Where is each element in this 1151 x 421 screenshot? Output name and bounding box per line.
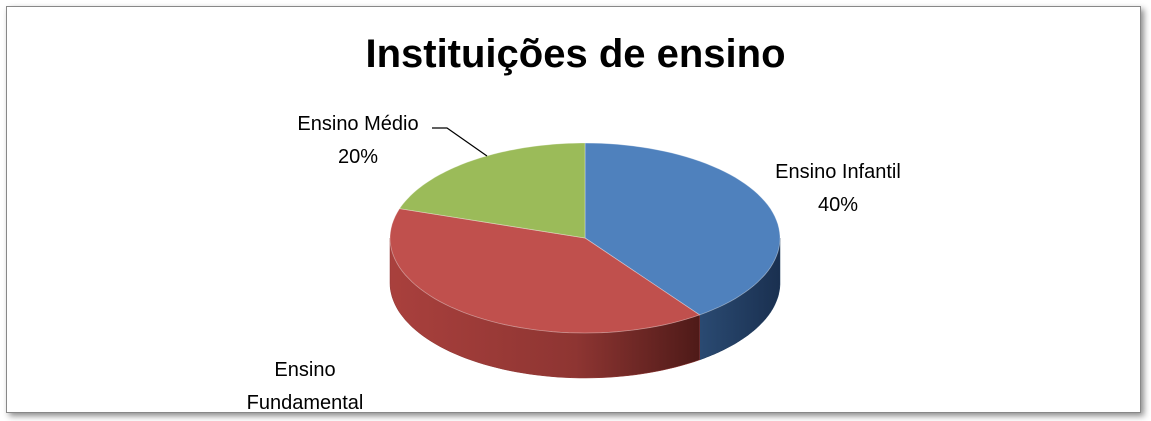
slice (398, 142, 586, 239)
category-label: Ensino Fundamental (246, 359, 364, 414)
category-label: Ensino Médio (297, 113, 419, 135)
slice-label: Ensino Infantil 40% (738, 156, 938, 222)
slice-label: Ensino Médio 20% (258, 108, 458, 174)
value-label: 40% (817, 194, 859, 216)
category-label: Ensino Infantil (775, 161, 901, 183)
value-label: 20% (337, 146, 379, 168)
slice (584, 142, 781, 316)
leader-line (432, 127, 488, 157)
slice-label: Ensino Fundamental (240, 354, 370, 420)
pie (389, 142, 781, 379)
chart-title: Instituições de ensino (365, 32, 786, 76)
slice (389, 208, 701, 334)
